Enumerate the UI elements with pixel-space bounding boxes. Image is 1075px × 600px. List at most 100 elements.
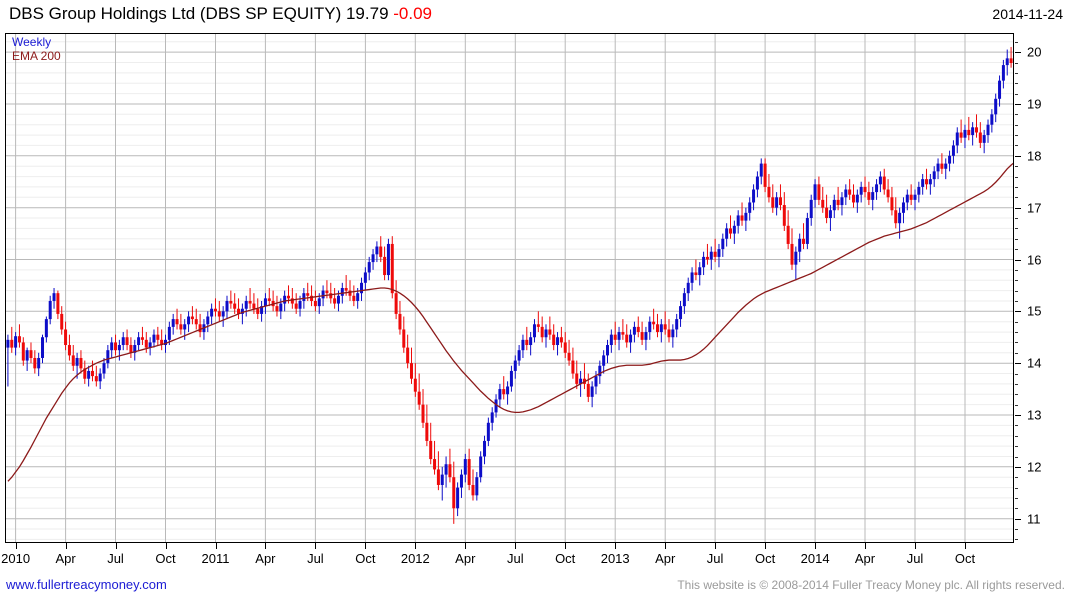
y-axis-tick	[1015, 249, 1018, 251]
x-axis-label: Apr	[854, 551, 876, 566]
y-axis-tick	[1015, 114, 1018, 116]
legend-item-interval: Weekly	[12, 35, 52, 49]
y-axis-tick	[1015, 218, 1018, 219]
x-axis-tick	[765, 543, 767, 549]
legend-item-ema: EMA 200	[12, 48, 61, 63]
y-axis-tick	[1015, 72, 1018, 74]
y-axis-tick	[1015, 383, 1018, 385]
title-text: DBS Group Holdings Ltd (DBS SP EQUITY) 1…	[9, 4, 389, 23]
x-axis-label: 2011	[201, 551, 230, 566]
y-axis-tick	[1015, 104, 1021, 105]
y-axis-tick	[1015, 404, 1018, 406]
x-axis-label: Apr	[255, 551, 276, 566]
x-axis-tick	[15, 543, 17, 549]
y-axis-label: 18	[1027, 148, 1042, 164]
y-axis-tick	[1015, 166, 1018, 168]
y-axis-tick	[1015, 425, 1018, 427]
x-axis-label: Apr	[655, 551, 676, 566]
y-axis-tick	[1015, 497, 1018, 499]
y-axis-label: 16	[1027, 252, 1042, 267]
y-axis-tick	[1015, 269, 1018, 271]
x-axis-tick	[565, 543, 567, 549]
y-axis-tick	[1015, 415, 1021, 416]
x-axis-label: Jul	[506, 551, 524, 566]
plot-area[interactable]: Weekly EMA 200	[5, 33, 1014, 543]
chart-header: DBS Group Holdings Ltd (DBS SP EQUITY) 1…	[0, 0, 1075, 30]
y-axis-tick	[1015, 186, 1018, 188]
x-axis-label: Jul	[107, 551, 124, 566]
y-axis-label: 20	[1027, 44, 1042, 60]
chart-gridlines	[6, 34, 1013, 542]
x-axis-label: Oct	[555, 551, 576, 566]
copyright-notice: This website is © 2008-2014 Fuller Treac…	[677, 578, 1065, 592]
x-axis-label: Jul	[906, 551, 924, 566]
x-axis-label: Jul	[307, 551, 324, 566]
x-axis-tick	[315, 543, 317, 549]
y-axis-tick	[1015, 363, 1021, 365]
x-axis-label: Oct	[355, 551, 376, 566]
y-axis-tick	[1015, 238, 1018, 240]
y-axis-tick	[1015, 311, 1021, 313]
page-title: DBS Group Holdings Ltd (DBS SP EQUITY) 1…	[9, 4, 432, 24]
y-axis-tick	[1015, 155, 1021, 157]
y-axis-tick	[1015, 83, 1018, 85]
x-axis-label: Oct	[155, 551, 176, 566]
y-axis-tick	[1015, 487, 1018, 489]
x-axis-label: Oct	[754, 551, 776, 566]
x-axis-label: 2012	[400, 551, 430, 566]
x-axis-tick	[65, 543, 67, 549]
y-axis-tick	[1015, 176, 1018, 178]
y-axis-tick	[1015, 518, 1021, 520]
y-axis-tick	[1015, 394, 1018, 396]
price-series	[6, 46, 1013, 524]
x-axis-tick	[265, 543, 267, 549]
site-url[interactable]: www.fullertreacymoney.com	[6, 577, 167, 592]
x-axis-tick	[865, 543, 866, 549]
y-axis-label: 14	[1027, 355, 1042, 371]
x-axis-label: 2014	[800, 551, 830, 566]
x-axis-label: Apr	[455, 551, 476, 566]
y-axis-tick	[1015, 124, 1018, 126]
y-axis-tick	[1015, 539, 1018, 541]
y-axis-tick	[1015, 41, 1018, 43]
y-axis-label: 11	[1027, 511, 1041, 527]
y-axis-tick	[1015, 321, 1018, 323]
chart-date: 2014-11-24	[992, 6, 1063, 22]
y-axis-tick	[1015, 52, 1021, 54]
x-axis-tick	[165, 543, 167, 549]
y-axis-tick	[1015, 280, 1018, 282]
y-axis-tick	[1015, 456, 1018, 458]
x-axis-label: Apr	[55, 551, 76, 566]
y-axis-tick	[1015, 228, 1018, 230]
x-axis-label: 2010	[1, 551, 31, 566]
y-axis-label: 17	[1027, 200, 1042, 216]
chart-footer: www.fullertreacymoney.com This website i…	[0, 575, 1075, 600]
x-axis-tick	[515, 543, 517, 549]
x-axis-tick	[215, 543, 217, 549]
x-axis-tick	[665, 543, 667, 549]
chart-legend: Weekly EMA 200	[12, 35, 61, 64]
y-axis-tick	[1015, 62, 1018, 64]
x-axis-label: Oct	[954, 551, 976, 566]
x-axis-label: Jul	[706, 551, 724, 566]
y-axis-tick	[1015, 466, 1021, 468]
y-axis-tick	[1015, 197, 1018, 199]
y-axis-label: 12	[1027, 459, 1042, 475]
y-axis-tick	[1015, 259, 1021, 261]
y-axis: 11 12 13 14 15 16 17 18 19 20	[1015, 33, 1075, 543]
y-axis-tick	[1015, 342, 1018, 344]
x-axis-tick	[465, 543, 467, 549]
y-axis-tick	[1015, 477, 1018, 479]
x-axis-tick	[815, 543, 817, 549]
x-axis-tick	[615, 543, 617, 549]
y-axis-tick	[1015, 332, 1018, 334]
x-axis-label: 2013	[600, 551, 630, 566]
x-axis-tick	[715, 543, 717, 549]
price-change: -0.09	[393, 4, 433, 23]
y-axis-tick	[1015, 446, 1018, 448]
y-axis-label: 13	[1027, 407, 1042, 423]
y-axis-tick	[1015, 352, 1018, 354]
x-axis-tick	[115, 543, 117, 549]
y-axis-tick	[1015, 290, 1018, 292]
